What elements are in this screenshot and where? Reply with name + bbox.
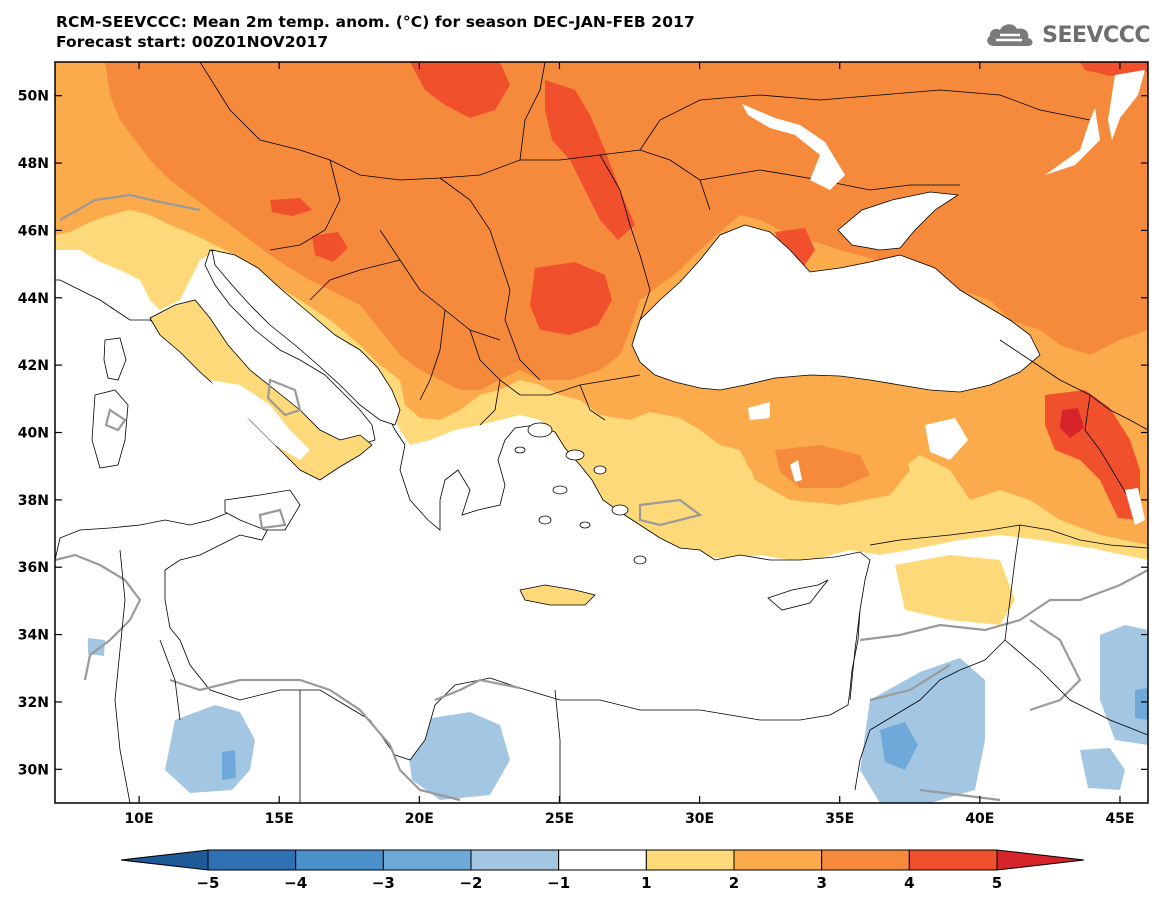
colorbar-label: 3 bbox=[816, 874, 826, 892]
lon-tick-label: 15E bbox=[265, 811, 294, 827]
lat-tick-label: 38N bbox=[18, 493, 49, 509]
no-anomaly-turkey-1 bbox=[925, 418, 968, 460]
black-sea bbox=[631, 224, 1041, 393]
colorbar-label: 1 bbox=[641, 874, 651, 892]
colorbar-label: −1 bbox=[547, 874, 570, 892]
title-line-1: RCM-SEEVCCC: Mean 2m temp. anom. (°C) fo… bbox=[56, 13, 695, 31]
anomaly-4-5-croatia bbox=[312, 232, 348, 262]
anomaly-neg-libya-core bbox=[222, 750, 236, 780]
colorbar-bin bbox=[207, 849, 297, 871]
lon-tick-label: 40E bbox=[965, 811, 994, 827]
lon-tick-label: 30E bbox=[685, 811, 714, 827]
colorbar-label: 2 bbox=[729, 874, 739, 892]
colorbar-bin bbox=[821, 849, 910, 871]
no-anomaly-turkey-3 bbox=[790, 460, 802, 482]
longitude-axis: 10E 15E 20E 25E 30E 35E 40E 45E bbox=[125, 62, 1134, 827]
map-area bbox=[55, 62, 1148, 803]
italy-south bbox=[210, 380, 310, 460]
colorbar-extend-low bbox=[120, 849, 209, 871]
title-line-2: Forecast start: 00Z01NOV2017 bbox=[56, 33, 329, 51]
latitude-axis: 50N 48N 46N 44N 42N 40N 38N 36N 34N 32N 30N bbox=[18, 89, 1148, 778]
lat-tick-label: 40N bbox=[18, 426, 49, 442]
colorbar-bin bbox=[295, 849, 384, 871]
colorbar-label: −5 bbox=[196, 874, 219, 892]
lat-tick-label: 50N bbox=[18, 89, 49, 105]
anomaly-4-5-poland bbox=[410, 62, 510, 118]
lat-tick-label: 46N bbox=[18, 223, 49, 239]
colorbar-bin bbox=[733, 849, 823, 871]
anomaly-neg-saudi-core bbox=[880, 722, 918, 770]
adriatic-sea bbox=[211, 249, 401, 426]
chart-title: RCM-SEEVCCC: Mean 2m temp. anom. (°C) fo… bbox=[56, 12, 695, 52]
colorbar-label: 4 bbox=[904, 874, 914, 892]
lat-tick-label: 36N bbox=[18, 560, 49, 576]
anomaly-neg-iran-south bbox=[1080, 748, 1125, 790]
lat-tick-label: 32N bbox=[18, 695, 49, 711]
anomaly-4-5-romania bbox=[530, 262, 612, 335]
logo-text: SEEVCCC bbox=[1042, 22, 1150, 48]
anomaly-neg-libya-east bbox=[408, 712, 510, 800]
colorbar-bin bbox=[558, 849, 647, 871]
country-borders bbox=[114, 62, 1148, 803]
lat-tick-label: 44N bbox=[18, 291, 49, 307]
colorbar-bin bbox=[382, 849, 472, 871]
no-anomaly-caucasus bbox=[1125, 488, 1145, 525]
zero-contours bbox=[55, 193, 1148, 802]
anomaly-4-5-slovenia bbox=[270, 198, 312, 216]
sardinia bbox=[91, 389, 129, 469]
crete bbox=[519, 584, 596, 606]
anomaly-1-2-syria-iraq bbox=[895, 555, 1015, 625]
cyprus bbox=[767, 579, 829, 611]
lon-tick-label: 20E bbox=[405, 811, 434, 827]
sea-of-azov bbox=[837, 191, 960, 251]
colorbar-bin bbox=[908, 849, 998, 871]
lon-tick-label: 45E bbox=[1105, 811, 1134, 827]
lon-tick-label: 10E bbox=[125, 811, 154, 827]
lat-tick-label: 30N bbox=[18, 762, 49, 778]
anomaly-4-5-ukraine bbox=[545, 80, 635, 240]
colorbar: −5 −4 −3 −2 −1 1 2 3 4 5 bbox=[120, 849, 1085, 892]
colorbar-label: −4 bbox=[284, 874, 307, 892]
seevccc-logo: SEEVCCC bbox=[984, 20, 1150, 50]
no-anomaly-turkey-2 bbox=[748, 402, 770, 420]
anomaly-neg-iraq-core bbox=[1135, 688, 1148, 720]
lon-tick-label: 25E bbox=[545, 811, 574, 827]
colorbar-extend-high bbox=[996, 849, 1085, 871]
lat-tick-label: 48N bbox=[18, 156, 49, 172]
lon-tick-label: 35E bbox=[825, 811, 854, 827]
colorbar-bin bbox=[645, 849, 735, 871]
lat-tick-label: 42N bbox=[18, 358, 49, 374]
colorbar-label: −3 bbox=[372, 874, 395, 892]
no-anomaly-ukraine-1 bbox=[742, 104, 845, 190]
anomaly-5-plus-armenia bbox=[1060, 408, 1084, 438]
no-anomaly-ukraine-3 bbox=[1108, 70, 1145, 140]
colorbar-label: −2 bbox=[459, 874, 482, 892]
anomaly-neg-tunisia bbox=[88, 638, 105, 656]
no-anomaly-ukraine-2 bbox=[1045, 108, 1100, 175]
colorbar-bin bbox=[470, 849, 560, 871]
lat-tick-label: 34N bbox=[18, 628, 49, 644]
sicily bbox=[224, 489, 301, 531]
corsica bbox=[103, 337, 127, 381]
aegean-islands bbox=[514, 422, 647, 565]
cloud-icon bbox=[987, 24, 1033, 46]
colorbar-label: 5 bbox=[992, 874, 1002, 892]
